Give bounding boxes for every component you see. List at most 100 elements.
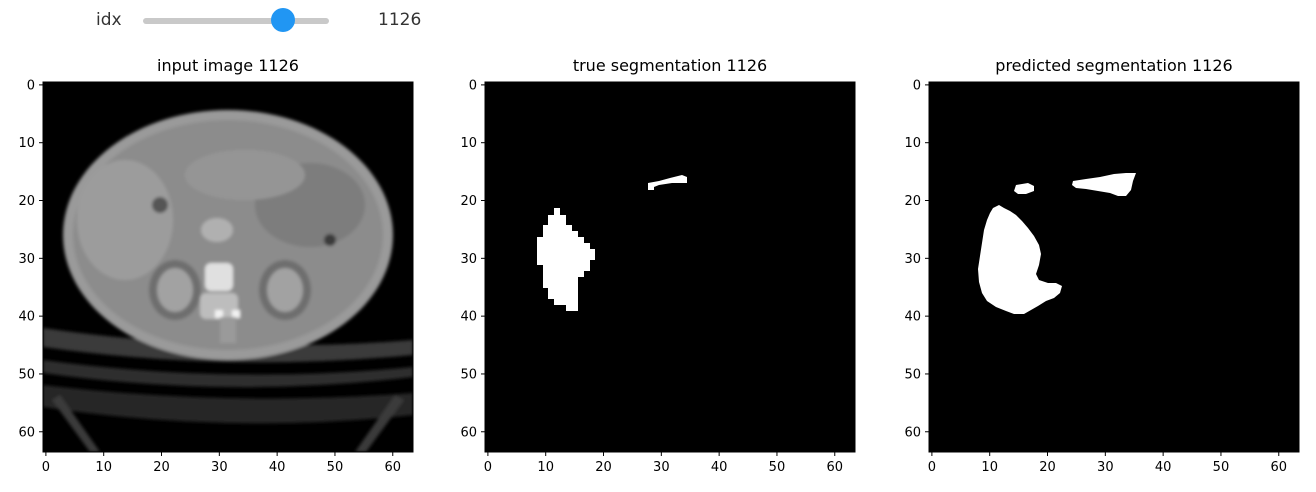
panel-input-image: input image 1126 [0, 55, 420, 492]
x-tick-label: 60 [1270, 460, 1287, 475]
y-tick: 20 [904, 194, 929, 209]
slider-readout: 1126 [378, 10, 422, 30]
x-tick-label: 20 [1039, 460, 1056, 475]
slider-label: idx [96, 10, 122, 30]
y-tick: 60 [18, 425, 43, 440]
y-tick: 50 [18, 367, 43, 382]
x-tick-label: 20 [595, 460, 612, 475]
y-tick: 60 [460, 425, 485, 440]
axes-frame [484, 81, 856, 453]
y-tick-label: 60 [904, 425, 921, 440]
y-tick-label: 40 [460, 310, 477, 325]
y-tick-label: 20 [904, 194, 921, 209]
x-axis: 0 10 20 30 40 50 60 [928, 452, 1287, 475]
x-tick-label: 30 [211, 460, 228, 475]
y-tick: 0 [27, 78, 43, 93]
y-tick-label: 60 [18, 425, 35, 440]
y-tick: 20 [18, 194, 43, 209]
y-tick-label: 20 [460, 194, 477, 209]
y-tick: 50 [460, 367, 485, 382]
x-tick: 60 [826, 452, 843, 475]
y-axis: 0 10 20 30 40 50 60 [904, 78, 929, 440]
x-tick: 30 [211, 452, 228, 475]
y-tick: 30 [904, 252, 929, 267]
x-tick: 30 [653, 452, 670, 475]
y-tick-label: 10 [460, 136, 477, 151]
x-tick: 40 [711, 452, 728, 475]
y-tick-label: 50 [18, 367, 35, 382]
predicted-segmentation-axes: 0 10 20 30 40 50 60 0 10 20 30 40 50 60 [904, 78, 1300, 475]
y-tick: 30 [460, 252, 485, 267]
x-tick: 20 [153, 452, 170, 475]
idx-slider-widget: idx 1126 [0, 0, 440, 44]
y-tick-label: 50 [904, 367, 921, 382]
x-tick: 20 [1039, 452, 1056, 475]
y-tick-label: 30 [904, 252, 921, 267]
y-tick-label: 30 [18, 252, 35, 267]
panel-predicted-segmentation: predicted segmentation 1126 0 10 20 30 40 50 6… [886, 55, 1306, 492]
x-tick-label: 40 [711, 460, 728, 475]
x-tick-label: 60 [826, 460, 843, 475]
y-tick-label: 10 [904, 136, 921, 151]
y-tick-label: 20 [18, 194, 35, 209]
x-tick-label: 0 [928, 460, 936, 475]
x-tick-label: 0 [484, 460, 492, 475]
x-tick-label: 40 [1155, 460, 1172, 475]
x-tick-label: 30 [1097, 460, 1114, 475]
x-tick: 50 [769, 452, 786, 475]
x-tick-label: 10 [95, 460, 112, 475]
x-tick: 0 [484, 452, 492, 475]
x-tick-label: 30 [653, 460, 670, 475]
y-tick: 10 [460, 136, 485, 151]
y-tick-label: 50 [460, 367, 477, 382]
y-tick-label: 40 [904, 310, 921, 325]
slider-handle[interactable] [270, 8, 295, 32]
x-tick: 10 [537, 452, 554, 475]
slider-track[interactable] [143, 18, 329, 24]
x-tick-label: 10 [537, 460, 554, 475]
y-tick: 30 [18, 252, 43, 267]
true-segmentation-axes: 0 10 20 30 40 50 60 0 10 20 30 40 50 60 [460, 78, 856, 475]
y-tick: 0 [913, 78, 929, 93]
y-tick: 60 [904, 425, 929, 440]
y-tick-label: 30 [460, 252, 477, 267]
panel-title: predicted segmentation 1126 [995, 56, 1233, 75]
y-tick: 10 [18, 136, 43, 151]
x-tick-label: 20 [153, 460, 170, 475]
axes-frame [42, 81, 414, 453]
x-tick-label: 60 [384, 460, 401, 475]
x-tick: 60 [384, 452, 401, 475]
axes-frame [928, 81, 1300, 453]
segmentation-mask-true [485, 82, 855, 452]
y-tick: 0 [469, 78, 485, 93]
y-axis: 0 10 20 30 40 50 60 [18, 78, 43, 440]
y-axis: 0 10 20 30 40 50 60 [460, 78, 485, 440]
y-tick: 50 [904, 367, 929, 382]
panel-true-segmentation: true segmentation 1126 0 10 20 30 40 50 60 0 10… [442, 55, 862, 492]
y-tick: 10 [904, 136, 929, 151]
panel-title: input image 1126 [157, 56, 299, 75]
y-tick-label: 0 [469, 78, 477, 93]
x-tick: 10 [981, 452, 998, 475]
x-tick-label: 50 [1213, 460, 1230, 475]
ct-scan-image [43, 82, 413, 452]
x-tick: 50 [327, 452, 343, 475]
segmentation-mask-predicted [929, 82, 1299, 452]
x-axis: 0 10 20 30 40 50 60 [42, 452, 401, 475]
y-tick: 20 [460, 194, 485, 209]
x-tick-label: 50 [769, 460, 786, 475]
x-tick-label: 0 [42, 460, 50, 475]
x-tick: 0 [42, 452, 50, 475]
x-tick: 30 [1097, 452, 1114, 475]
y-tick-label: 60 [460, 425, 477, 440]
panel-title: true segmentation 1126 [572, 56, 768, 75]
x-tick: 20 [595, 452, 612, 475]
y-tick-label: 10 [18, 136, 35, 151]
x-tick: 40 [269, 452, 285, 475]
x-tick: 50 [1213, 452, 1230, 475]
x-tick: 0 [928, 452, 936, 475]
y-tick: 40 [18, 310, 43, 325]
y-tick-label: 0 [913, 78, 921, 93]
x-axis: 0 10 20 30 40 50 60 [484, 452, 843, 475]
y-tick-label: 0 [27, 78, 35, 93]
